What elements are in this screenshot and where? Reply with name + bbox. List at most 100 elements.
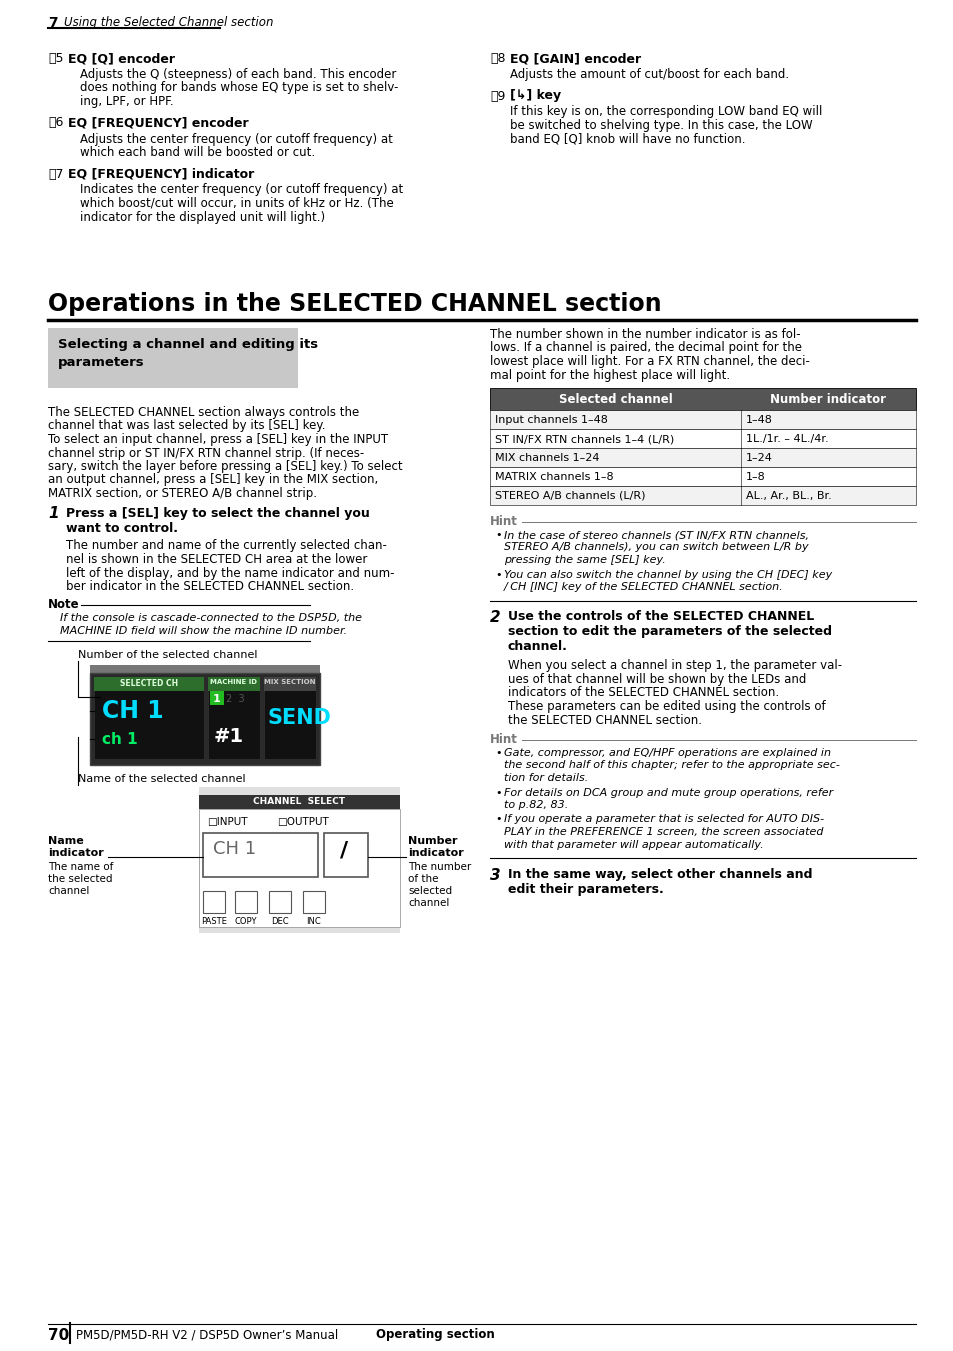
Text: COPY: COPY	[234, 916, 257, 925]
Bar	[234, 890, 256, 912]
Text: ␥7: ␥7	[48, 168, 64, 181]
Text: ber indicator in the SELECTED CHANNEL section.: ber indicator in the SELECTED CHANNEL se…	[66, 580, 354, 593]
Text: band EQ [Q] knob will have no function.: band EQ [Q] knob will have no function.	[510, 132, 744, 146]
Text: Press a [SEL] key to select the channel you: Press a [SEL] key to select the channel …	[66, 507, 370, 520]
Text: ch 1: ch 1	[102, 732, 137, 747]
Text: indicator: indicator	[48, 848, 104, 858]
Text: MATRIX section, or STEREO A/B channel strip.: MATRIX section, or STEREO A/B channel st…	[48, 486, 316, 500]
Text: 1: 1	[48, 507, 58, 521]
Text: indicator for the displayed unit will light.): indicator for the displayed unit will li…	[80, 211, 325, 223]
Text: The number and name of the currently selected chan-: The number and name of the currently sel…	[66, 539, 387, 553]
Text: PM5D/PM5D-RH V2 / DSP5D Owner’s Manual: PM5D/PM5D-RH V2 / DSP5D Owner’s Manual	[76, 1328, 349, 1342]
Text: ␥5: ␥5	[48, 51, 64, 65]
Text: •: •	[495, 748, 501, 758]
Text: which boost/cut will occur, in units of kHz or Hz. (The: which boost/cut will occur, in units of …	[80, 197, 394, 209]
Text: ST IN/FX RTN channels 1–4 (L/R): ST IN/FX RTN channels 1–4 (L/R)	[495, 434, 674, 444]
Bar	[94, 677, 204, 690]
Text: sary, switch the layer before pressing a [SEL] key.) To select: sary, switch the layer before pressing a…	[48, 459, 402, 473]
Text: channel strip or ST IN/FX RTN channel strip. (If neces-: channel strip or ST IN/FX RTN channel st…	[48, 446, 364, 459]
Bar	[90, 665, 319, 673]
Text: MACHINE ID field will show the machine ID number.: MACHINE ID field will show the machine I…	[60, 626, 347, 635]
Text: Adjusts the center frequency (or cutoff frequency) at: Adjusts the center frequency (or cutoff …	[80, 132, 393, 146]
Text: Selecting a channel and editing its: Selecting a channel and editing its	[58, 338, 317, 351]
Text: Number indicator: Number indicator	[770, 393, 885, 407]
Bar	[203, 832, 317, 877]
Text: of the: of the	[408, 874, 438, 885]
Text: ␥8: ␥8	[490, 51, 505, 65]
Bar	[210, 690, 224, 704]
Text: EQ [FREQUENCY] encoder: EQ [FREQUENCY] encoder	[68, 116, 249, 130]
Text: 2: 2	[490, 611, 500, 626]
Text: indicators of the SELECTED CHANNEL section.: indicators of the SELECTED CHANNEL secti…	[507, 686, 779, 700]
Text: lowest place will light. For a FX RTN channel, the deci-: lowest place will light. For a FX RTN ch…	[490, 355, 809, 367]
Text: CH 1: CH 1	[213, 840, 255, 858]
Text: •: •	[495, 788, 501, 797]
Text: channel: channel	[48, 886, 90, 897]
Text: STEREO A/B channels (L/R): STEREO A/B channels (L/R)	[495, 490, 645, 501]
Text: mal point for the highest place will light.: mal point for the highest place will lig…	[490, 369, 729, 381]
Text: Name of the selected channel: Name of the selected channel	[78, 774, 245, 785]
Bar	[264, 677, 315, 758]
Text: 1L./1r. – 4L./4r.: 1L./1r. – 4L./4r.	[745, 434, 828, 444]
Text: channel: channel	[408, 898, 449, 908]
Bar	[48, 328, 297, 388]
Text: If the console is cascade-connected to the DSP5D, the: If the console is cascade-connected to t…	[60, 612, 361, 623]
Text: Hint: Hint	[490, 515, 517, 528]
Text: Operating section: Operating section	[375, 1328, 495, 1342]
Text: 3: 3	[490, 867, 500, 884]
Text: /: /	[339, 840, 348, 861]
Text: pressing the same [SEL] key.: pressing the same [SEL] key.	[503, 555, 665, 565]
Text: with that parameter will appear automatically.: with that parameter will appear automati…	[503, 839, 762, 850]
Text: AL., Ar., BL., Br.: AL., Ar., BL., Br.	[745, 490, 831, 501]
Text: Adjusts the amount of cut/boost for each band.: Adjusts the amount of cut/boost for each…	[510, 68, 788, 81]
Text: parameters: parameters	[58, 357, 145, 369]
Text: EQ [GAIN] encoder: EQ [GAIN] encoder	[510, 51, 640, 65]
Text: MACHINE ID: MACHINE ID	[211, 680, 257, 685]
Text: CHANNEL  SELECT: CHANNEL SELECT	[253, 797, 345, 807]
Text: When you select a channel in step 1, the parameter val-: When you select a channel in step 1, the…	[507, 659, 841, 673]
Text: SEND: SEND	[268, 708, 332, 728]
Text: left of the display, and by the name indicator and num-: left of the display, and by the name ind…	[66, 566, 395, 580]
Text: The SELECTED CHANNEL section always controls the: The SELECTED CHANNEL section always cont…	[48, 407, 359, 419]
Text: channel that was last selected by its [SEL] key.: channel that was last selected by its [S…	[48, 420, 325, 432]
Text: The name of: The name of	[48, 862, 113, 873]
Bar	[490, 430, 915, 449]
Text: MIX channels 1–24: MIX channels 1–24	[495, 453, 598, 463]
Text: nel is shown in the SELECTED CH area at the lower: nel is shown in the SELECTED CH area at …	[66, 553, 367, 566]
Text: INC: INC	[306, 916, 321, 925]
Text: does nothing for bands whose EQ type is set to shelv-: does nothing for bands whose EQ type is …	[80, 81, 398, 95]
Text: channel.: channel.	[507, 640, 567, 654]
Text: ues of that channel will be shown by the LEDs and: ues of that channel will be shown by the…	[507, 673, 805, 686]
Text: want to control.: want to control.	[66, 521, 178, 535]
Text: MATRIX channels 1–8: MATRIX channels 1–8	[495, 471, 613, 482]
Text: edit their parameters.: edit their parameters.	[507, 884, 663, 896]
Bar	[90, 673, 319, 765]
Text: •: •	[495, 530, 501, 540]
Text: Indicates the center frequency (or cutoff frequency) at: Indicates the center frequency (or cutof…	[80, 184, 403, 196]
Text: □INPUT: □INPUT	[207, 816, 247, 827]
Text: Selected channel: Selected channel	[558, 393, 672, 407]
Text: DEC: DEC	[271, 916, 289, 925]
Text: Name: Name	[48, 836, 84, 847]
Text: The number shown in the number indicator is as fol-: The number shown in the number indicator…	[490, 328, 800, 340]
Text: EQ [Q] encoder: EQ [Q] encoder	[68, 51, 174, 65]
Text: Adjusts the Q (steepness) of each band. This encoder: Adjusts the Q (steepness) of each band. …	[80, 68, 395, 81]
Text: Input channels 1–48: Input channels 1–48	[495, 415, 607, 426]
Bar	[208, 677, 260, 690]
Text: indicator: indicator	[408, 848, 463, 858]
Text: the second half of this chapter; refer to the appropriate sec-: the second half of this chapter; refer t…	[503, 761, 839, 770]
Text: STEREO A/B channels), you can switch between L/R by: STEREO A/B channels), you can switch bet…	[503, 543, 808, 553]
Text: 2  3: 2 3	[226, 693, 244, 704]
Text: [↳] key: [↳] key	[510, 89, 560, 103]
Text: Gate, compressor, and EQ/HPF operations are explained in: Gate, compressor, and EQ/HPF operations …	[503, 748, 830, 758]
Text: section to edit the parameters of the selected: section to edit the parameters of the se…	[507, 626, 831, 639]
Text: ing, LPF, or HPF.: ing, LPF, or HPF.	[80, 95, 173, 108]
Text: Number: Number	[408, 836, 457, 847]
Text: to p.82, 83.: to p.82, 83.	[503, 800, 568, 811]
Bar	[208, 677, 260, 758]
Text: tion for details.: tion for details.	[503, 773, 588, 784]
Text: Number of the selected channel: Number of the selected channel	[78, 650, 257, 661]
Text: CH 1: CH 1	[102, 698, 164, 723]
Text: selected: selected	[408, 886, 452, 897]
Text: 1: 1	[213, 693, 220, 704]
